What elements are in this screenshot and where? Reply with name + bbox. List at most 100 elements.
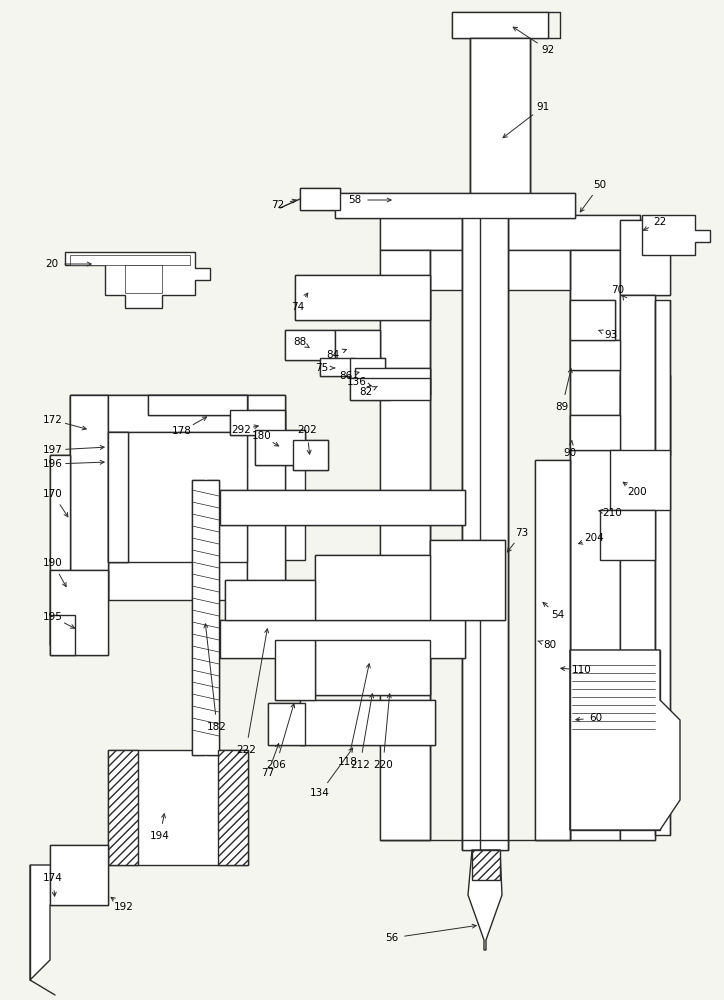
Text: 180: 180 <box>252 431 272 441</box>
Bar <box>285 330 335 360</box>
Text: 190: 190 <box>43 558 63 568</box>
Text: 196: 196 <box>43 459 63 469</box>
Bar <box>470 38 530 215</box>
Bar <box>50 570 108 655</box>
Bar <box>320 358 355 376</box>
Bar <box>220 620 465 658</box>
Bar <box>350 378 430 400</box>
Bar <box>70 395 108 600</box>
Text: 134: 134 <box>310 788 330 798</box>
Bar <box>108 432 247 562</box>
Bar <box>255 430 305 465</box>
Text: 202: 202 <box>297 425 317 435</box>
Text: 88: 88 <box>293 337 307 347</box>
Bar <box>275 640 315 700</box>
Text: 80: 80 <box>544 640 557 650</box>
Bar <box>535 460 570 840</box>
Text: 77: 77 <box>261 768 274 778</box>
Polygon shape <box>30 865 70 980</box>
Bar <box>50 615 75 655</box>
Bar <box>108 395 247 432</box>
Bar <box>225 580 315 620</box>
Bar <box>247 395 285 600</box>
Text: 70: 70 <box>612 285 625 295</box>
Text: 195: 195 <box>43 612 63 622</box>
Bar <box>108 432 128 562</box>
Bar <box>355 368 430 395</box>
Bar <box>275 640 315 700</box>
Bar <box>430 250 570 290</box>
Bar <box>268 703 305 745</box>
Bar <box>570 650 660 830</box>
Bar <box>600 510 655 560</box>
Bar <box>452 12 548 38</box>
Bar <box>300 700 435 745</box>
Bar <box>655 300 670 835</box>
Bar <box>220 620 465 658</box>
Bar <box>295 275 430 320</box>
Text: 89: 89 <box>555 402 568 412</box>
Bar <box>620 220 670 295</box>
Text: 60: 60 <box>589 713 602 723</box>
Bar <box>285 330 335 360</box>
Text: 90: 90 <box>563 448 576 458</box>
Bar <box>108 750 138 865</box>
Text: 22: 22 <box>653 217 667 227</box>
Bar <box>570 415 620 450</box>
Text: 72: 72 <box>272 200 285 210</box>
Bar <box>350 378 390 400</box>
Text: 73: 73 <box>515 528 529 538</box>
Bar <box>247 395 285 600</box>
Text: 212: 212 <box>350 760 370 770</box>
Text: 206: 206 <box>266 760 286 770</box>
Text: 93: 93 <box>605 330 618 340</box>
Bar <box>570 250 620 840</box>
Bar <box>293 440 328 470</box>
Text: 56: 56 <box>385 933 399 943</box>
Text: 20: 20 <box>46 259 59 269</box>
Bar <box>300 188 340 210</box>
Polygon shape <box>65 252 210 308</box>
Text: 192: 192 <box>114 902 134 912</box>
Bar <box>335 330 380 360</box>
Bar <box>350 358 385 378</box>
Bar <box>570 340 620 370</box>
Bar <box>230 410 285 435</box>
Text: 54: 54 <box>552 610 565 620</box>
Bar <box>350 358 385 378</box>
Text: 182: 182 <box>207 722 227 732</box>
Text: 92: 92 <box>542 45 555 55</box>
Text: 110: 110 <box>572 665 592 675</box>
Bar <box>220 490 465 525</box>
Bar <box>430 540 505 620</box>
Text: 84: 84 <box>327 350 340 360</box>
Bar <box>50 455 70 645</box>
Bar <box>148 395 247 415</box>
Text: 118: 118 <box>338 757 358 767</box>
Text: 74: 74 <box>291 302 305 312</box>
Bar <box>268 703 305 745</box>
Bar <box>220 490 465 525</box>
Bar <box>50 845 108 905</box>
Bar <box>207 480 219 755</box>
Bar <box>108 432 128 562</box>
Bar <box>320 358 355 376</box>
Bar <box>490 215 508 850</box>
Text: 82: 82 <box>359 387 373 397</box>
Text: 170: 170 <box>43 489 63 499</box>
Bar <box>50 570 108 655</box>
Bar <box>355 368 430 395</box>
Bar <box>70 255 190 265</box>
Bar <box>108 750 248 865</box>
Bar <box>472 850 500 880</box>
Text: 194: 194 <box>150 831 170 841</box>
Bar <box>380 215 640 250</box>
Text: 292: 292 <box>231 425 251 435</box>
Bar <box>50 845 108 905</box>
Bar <box>430 540 505 620</box>
Text: 204: 204 <box>584 533 604 543</box>
Bar <box>148 395 247 415</box>
Text: 174: 174 <box>43 873 63 883</box>
Bar <box>335 193 575 218</box>
Bar <box>315 640 430 695</box>
